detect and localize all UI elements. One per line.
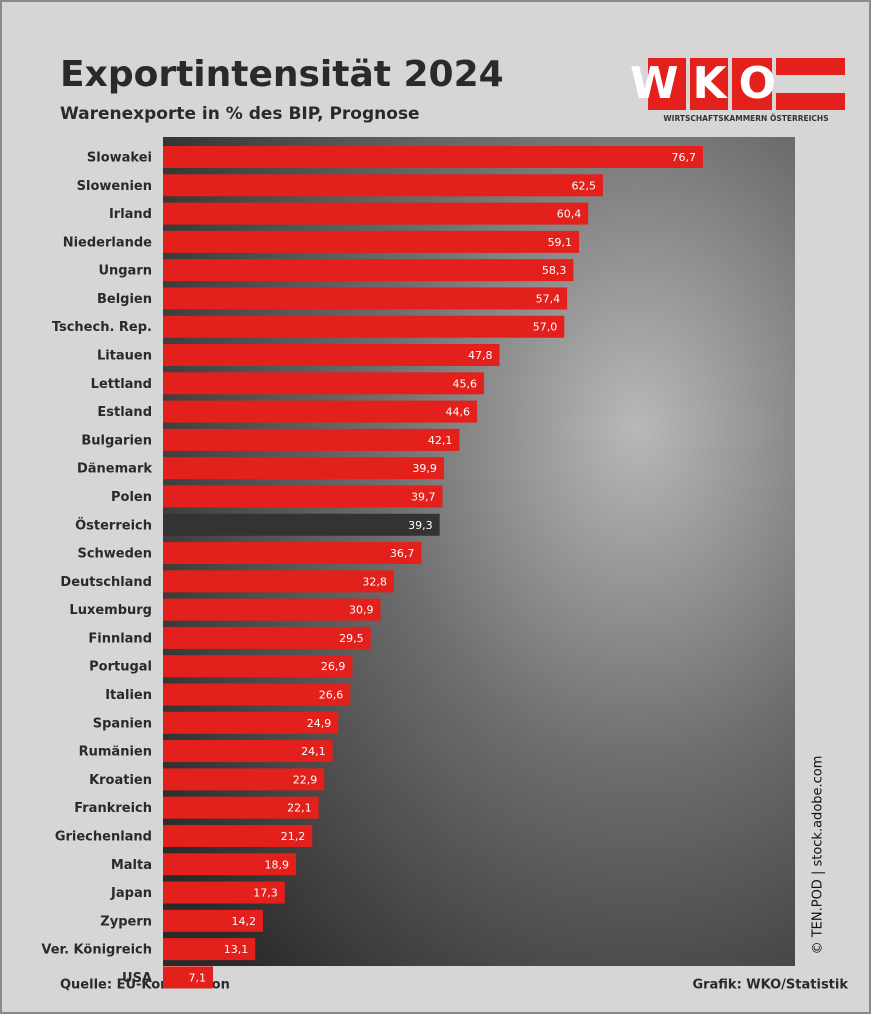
category-label: Niederlande [63, 235, 152, 250]
value-label: 58,3 [542, 264, 567, 277]
value-label: 26,9 [321, 660, 346, 673]
category-label: Frankreich [74, 801, 152, 816]
category-label: Dänemark [77, 462, 152, 477]
bar [163, 514, 440, 536]
category-label: Schweden [77, 547, 152, 562]
value-label: 39,3 [408, 519, 433, 532]
chart-title: Exportintensität 2024 [60, 54, 504, 95]
bar [163, 599, 381, 621]
category-label: Österreich [75, 517, 152, 533]
value-label: 44,6 [445, 406, 470, 419]
bar [163, 146, 703, 168]
value-label: 18,9 [265, 858, 290, 871]
value-label: 39,9 [412, 462, 437, 475]
bar [163, 287, 567, 309]
bar [163, 570, 394, 592]
bar [163, 316, 564, 338]
value-label: 7,1 [188, 971, 206, 984]
value-label: 57,0 [533, 321, 558, 334]
value-label: 60,4 [557, 208, 582, 221]
category-label: Rumänien [79, 745, 152, 760]
category-label: Deutschland [60, 575, 152, 590]
bar [163, 174, 603, 196]
category-label: Lettland [91, 377, 152, 392]
category-label: Estland [97, 405, 152, 420]
category-label: Portugal [89, 660, 152, 675]
value-label: 29,5 [339, 632, 364, 645]
value-label: 26,6 [319, 689, 344, 702]
category-label: Belgien [97, 292, 152, 307]
value-label: 14,2 [231, 915, 256, 928]
category-label: Finnland [88, 631, 152, 646]
category-label: Polen [111, 490, 152, 505]
bar [163, 344, 500, 366]
value-label: 59,1 [548, 236, 573, 249]
category-label: Ungarn [98, 264, 152, 279]
category-label: Slowenien [77, 179, 152, 194]
category-label: Tschech. Rep. [52, 320, 152, 335]
bar [163, 401, 477, 423]
bar [163, 203, 588, 225]
category-label: Italien [105, 688, 152, 703]
value-label: 62,5 [572, 179, 597, 192]
category-label: Japan [110, 886, 152, 901]
value-label: 24,1 [301, 745, 326, 758]
graphic-credit: Grafik: WKO/Statistik [692, 978, 848, 993]
value-label: 22,1 [287, 802, 312, 815]
value-label: 32,8 [362, 575, 387, 588]
category-label: Slowakei [87, 151, 152, 166]
category-label: Griechenland [55, 829, 152, 844]
chart-subtitle: Warenexporte in % des BIP, Prognose [60, 104, 420, 124]
value-label: 42,1 [428, 434, 453, 447]
category-label: Ver. Königreich [41, 943, 152, 958]
value-label: 24,9 [307, 717, 332, 730]
category-label: Spanien [93, 716, 152, 731]
value-label: 13,1 [224, 943, 249, 956]
value-label: 76,7 [671, 151, 696, 164]
bar [163, 231, 579, 253]
value-label: 39,7 [411, 490, 436, 503]
value-label: 47,8 [468, 349, 493, 362]
value-label: 21,2 [281, 830, 306, 843]
value-label: 36,7 [390, 547, 415, 560]
logo-text: WKO [630, 58, 790, 109]
bar [163, 372, 484, 394]
category-label: Irland [109, 207, 152, 222]
photo-credit: © TEN.POD | stock.adobe.com [811, 756, 826, 955]
value-label: 45,6 [453, 377, 478, 390]
category-label: Kroatien [89, 773, 152, 788]
category-label: Litauen [97, 349, 152, 364]
chart: Exportintensität 2024 Warenexporte in % … [0, 0, 871, 1014]
bar [163, 542, 421, 564]
bar [163, 485, 442, 507]
bar [163, 259, 573, 281]
category-label: Malta [111, 858, 152, 873]
bar [163, 429, 459, 451]
category-label: Bulgarien [81, 433, 152, 448]
bar [163, 457, 444, 479]
value-label: 57,4 [536, 292, 561, 305]
category-label: Zypern [100, 914, 152, 929]
logo-subtitle: WIRTSCHAFTSKAMMERN ÖSTERREICHS [663, 114, 828, 123]
value-label: 30,9 [349, 604, 374, 617]
value-label: 17,3 [253, 887, 278, 900]
category-label: USA [122, 971, 152, 986]
category-label: Luxemburg [69, 603, 152, 618]
value-label: 22,9 [293, 773, 318, 786]
